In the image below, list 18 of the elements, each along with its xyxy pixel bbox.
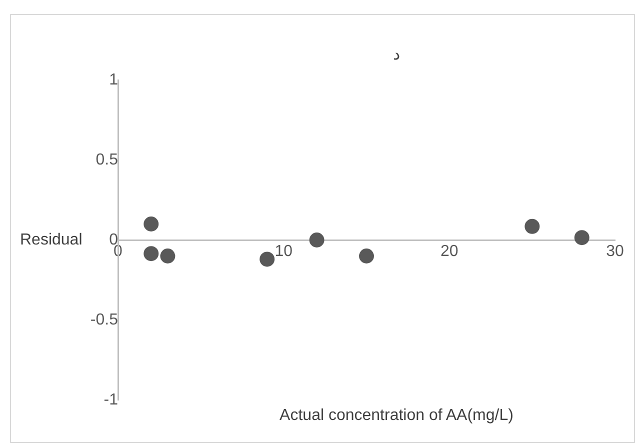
point (160, 248, 176, 264)
y-tick-label: 1 (109, 71, 118, 88)
x-tick-label: 30 (606, 243, 624, 260)
point (574, 230, 590, 246)
point (144, 216, 159, 232)
x-tick-label: 10 (274, 243, 293, 260)
y-axis-title: Residual (20, 231, 82, 248)
y-tick-label: -0.5 (90, 311, 118, 328)
point (260, 252, 275, 267)
point (524, 218, 540, 234)
x-tick-label: 20 (440, 243, 458, 260)
y-tick-label: -1 (104, 391, 118, 408)
point (144, 246, 159, 262)
y-tick-label: 0.5 (96, 151, 118, 168)
point (359, 248, 374, 264)
chart-title: د (393, 46, 400, 64)
x-axis-title: Actual concentration of AA(mg/L) (280, 407, 514, 424)
point (309, 232, 324, 248)
